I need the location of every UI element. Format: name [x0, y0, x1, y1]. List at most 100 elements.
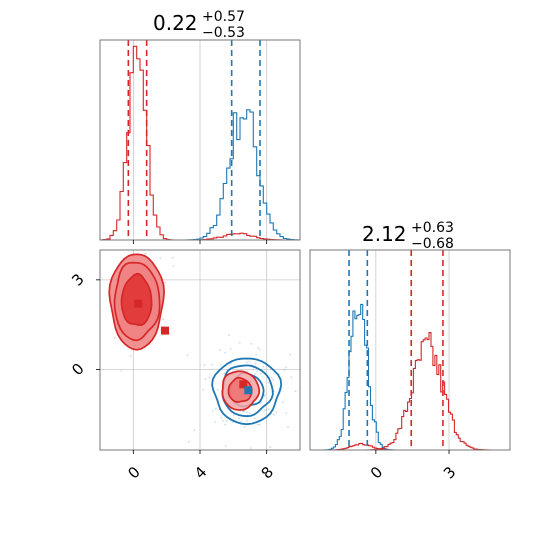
bl-sample-point-red-13 — [129, 355, 132, 358]
bl-sample-point-blue-45 — [267, 408, 270, 410]
bl-sample-point-blue-120 — [212, 410, 215, 412]
bl-sample-point-blue-44 — [248, 360, 251, 363]
bl-sample-point-red-16 — [172, 265, 175, 267]
bl-sample-point-blue-75 — [193, 429, 196, 432]
bl-sample-point-blue-86 — [256, 347, 259, 349]
bl-sample-point-blue-21 — [243, 425, 246, 428]
bl-sample-point-blue-0 — [263, 409, 266, 412]
bl-ytick-label-0: 0 — [68, 360, 87, 379]
bl-ytick-label-1: 3 — [68, 270, 87, 289]
bl-sample-point-blue-5 — [215, 407, 217, 410]
bl-sample-point-blue-7 — [254, 417, 256, 420]
bl-contour-blue-0 — [211, 357, 283, 426]
bl-sample-point-blue-39 — [287, 426, 289, 428]
bl-sample-point-blue-129 — [281, 401, 284, 404]
bl-sample-point-blue-58 — [224, 423, 227, 426]
bl-sample-point-blue-116 — [265, 409, 267, 411]
title-1-plus: +0.57 — [202, 9, 245, 25]
bl-sample-point-blue-14 — [260, 372, 262, 375]
bl-sample-point-blue-83 — [258, 423, 261, 426]
bl-sample-point-blue-133 — [245, 411, 248, 414]
br-frame — [309, 249, 511, 451]
bl-sample-point-blue-78 — [246, 370, 249, 373]
bl-sample-point-blue-73 — [283, 368, 286, 371]
title-1-minus: −0.53 — [202, 25, 245, 41]
bl-sample-point-blue-70 — [250, 447, 253, 449]
bl-sample-point-blue-13 — [204, 378, 207, 380]
bl-sample-point-blue-66 — [270, 376, 273, 379]
bl-sample-point-blue-54 — [202, 388, 205, 391]
br-hist-blue — [310, 303, 510, 451]
bl-sample-point-blue-77 — [258, 348, 261, 351]
bl-sample-point-blue-65 — [225, 420, 228, 422]
bl-sample-point-blue-3 — [263, 396, 265, 398]
bl-sample-point-blue-10 — [262, 365, 265, 368]
bl-xtick-label-0: 0 — [124, 463, 143, 482]
bl-sample-point-blue-126 — [210, 363, 213, 366]
bl-sample-point-blue-49 — [254, 362, 257, 365]
title-1-value: 0.22 — [153, 11, 198, 35]
bl-sample-point-blue-6 — [230, 362, 233, 365]
bl-sample-point-blue-119 — [223, 372, 226, 375]
bl-sample-point-blue-57 — [208, 376, 211, 379]
bl-sample-point-red-23 — [163, 281, 166, 284]
bl-sample-point-red-19 — [144, 252, 147, 255]
bl-sample-point-blue-112 — [256, 423, 259, 426]
bl-sample-point-blue-91 — [203, 364, 206, 367]
bl-sample-point-blue-87 — [256, 370, 258, 373]
bl-sample-point-blue-113 — [285, 412, 288, 415]
bl-sample-point-blue-80 — [232, 414, 235, 417]
bl-sample-point-blue-48 — [240, 420, 243, 423]
bl-sample-point-blue-74 — [285, 366, 287, 369]
bl-xtick-label-1: 4 — [191, 463, 210, 482]
bl-sample-point-blue-36 — [289, 353, 292, 356]
bl-sample-point-blue-4 — [238, 417, 240, 420]
br-xtick-label-1: 3 — [440, 463, 459, 482]
title-2-minus: −0.68 — [411, 236, 454, 252]
panel-contour-2d: 0 4 8 0 3 — [68, 249, 301, 482]
title-2-value: 2.12 — [362, 222, 407, 246]
bl-sample-point-blue-124 — [229, 348, 232, 350]
bl-sample-point-blue-33 — [267, 382, 270, 384]
bl-sample-point-red-14 — [159, 257, 162, 260]
bl-sample-point-blue-42 — [246, 361, 248, 364]
bl-sample-point-red-17 — [162, 318, 165, 321]
bl-sample-point-blue-23 — [272, 413, 275, 416]
bl-xtick-label-2: 8 — [258, 463, 277, 482]
bl-sample-point-blue-71 — [242, 410, 245, 413]
br-xtick-label-0: 0 — [367, 463, 386, 482]
bl-sample-point-blue-130 — [254, 373, 256, 376]
bl-contour-red-0-2 — [120, 272, 153, 327]
bl-sample-point-blue-11 — [294, 390, 297, 393]
bl-sample-point-blue-134 — [224, 351, 227, 354]
panel-histogram-param-1 — [99, 39, 301, 244]
bl-sample-point-red-24 — [171, 256, 174, 259]
bl-marker-red-1 — [161, 326, 169, 335]
bl-sample-point-blue-100 — [216, 388, 219, 391]
bl-sample-point-blue-32 — [255, 353, 258, 356]
bl-sample-point-blue-62 — [228, 334, 230, 337]
bl-marker-red-0 — [134, 299, 143, 308]
title-param-1: 0.22 +0.57 −0.53 — [153, 9, 245, 41]
bl-sample-point-blue-24 — [219, 363, 222, 366]
bl-sample-point-blue-69 — [264, 394, 266, 396]
bl-sample-point-blue-55 — [248, 412, 251, 415]
bl-sample-point-blue-47 — [243, 410, 246, 412]
bl-sample-point-blue-82 — [272, 378, 275, 381]
bl-sample-point-blue-61 — [245, 419, 248, 422]
bl-sample-point-blue-20 — [188, 440, 190, 443]
bl-sample-point-blue-132 — [269, 446, 272, 448]
bl-marker-red-2 — [239, 380, 248, 389]
bl-sample-point-blue-127 — [224, 444, 227, 447]
title-param-2: 2.12 +0.63 −0.68 — [362, 220, 454, 252]
bl-sample-point-blue-121 — [275, 411, 278, 413]
bl-sample-point-blue-139 — [290, 376, 293, 379]
title-2-plus: +0.63 — [411, 220, 454, 236]
bl-sample-point-blue-93 — [186, 354, 189, 356]
bl-sample-point-red-2 — [113, 336, 116, 339]
bl-sample-point-blue-131 — [214, 421, 217, 423]
bl-sample-point-blue-12 — [220, 416, 223, 419]
bl-marker-blue-3 — [244, 386, 253, 395]
